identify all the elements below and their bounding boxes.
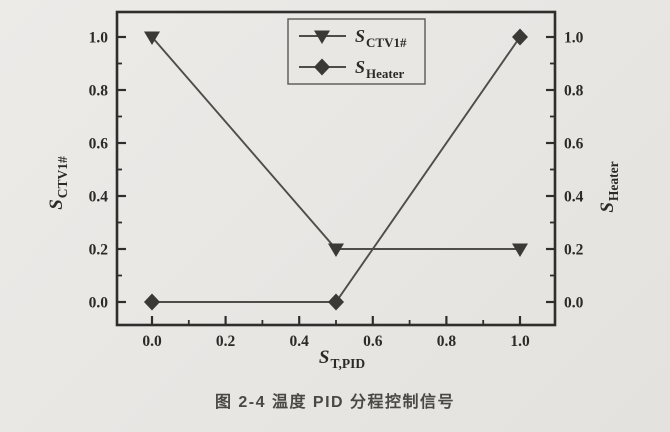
- y-right-tick-label: 0.2: [564, 242, 584, 259]
- x-tick-label: 0.0: [142, 333, 162, 350]
- x-tick-label: 1.0: [510, 333, 530, 350]
- y-left-tick-label: 0.2: [89, 242, 109, 259]
- legend-marker-triangle-down: [314, 30, 330, 44]
- y-right-tick-label: 0.4: [564, 189, 584, 206]
- x-tick-label: 0.2: [216, 333, 236, 350]
- y-right-tick-label: 0.6: [564, 136, 584, 153]
- y-right-axis-title: SHeater: [597, 161, 621, 212]
- y-left-axis-title: SCTV1#: [46, 156, 70, 210]
- y-left-tick-label: 1.0: [89, 30, 109, 47]
- data-point-marker: [144, 31, 160, 45]
- data-point-marker: [328, 243, 344, 257]
- figure-caption: 图 2-4 温度 PID 分程控制信号: [214, 394, 456, 411]
- data-point-marker: [512, 28, 528, 46]
- pid-split-range-chart: 0.0 0.2 0.4 0.6 0.8 1.0 0.0 0.2 0.4 0.6 0.8 1.0 0.0 0…: [46, 10, 621, 371]
- x-tick-label: 0.6: [363, 333, 383, 350]
- x-tick-label: 0.8: [437, 333, 457, 350]
- legend-box: [287, 18, 426, 85]
- y-right-tick-label: 0.8: [564, 83, 584, 100]
- y-left-tick-label: 0.8: [89, 83, 109, 100]
- x-tick-label: 0.4: [290, 333, 310, 350]
- y-left-tick-label: 0.0: [89, 295, 109, 312]
- y-left-tick-label: 0.6: [89, 136, 109, 153]
- x-axis-title: ST,PID: [319, 347, 365, 371]
- y-left-tick-label: 0.4: [89, 189, 109, 206]
- data-point-marker: [512, 243, 528, 257]
- y-right-tick-label: 0.0: [564, 295, 584, 312]
- legend-marker-diamond: [314, 58, 330, 76]
- data-point-marker: [328, 293, 344, 311]
- data-point-marker: [144, 293, 160, 311]
- legend-entry-label: SHeater: [355, 57, 404, 81]
- legend-entry-label: SCTV1#: [355, 26, 407, 50]
- y-right-tick-label: 1.0: [564, 30, 584, 47]
